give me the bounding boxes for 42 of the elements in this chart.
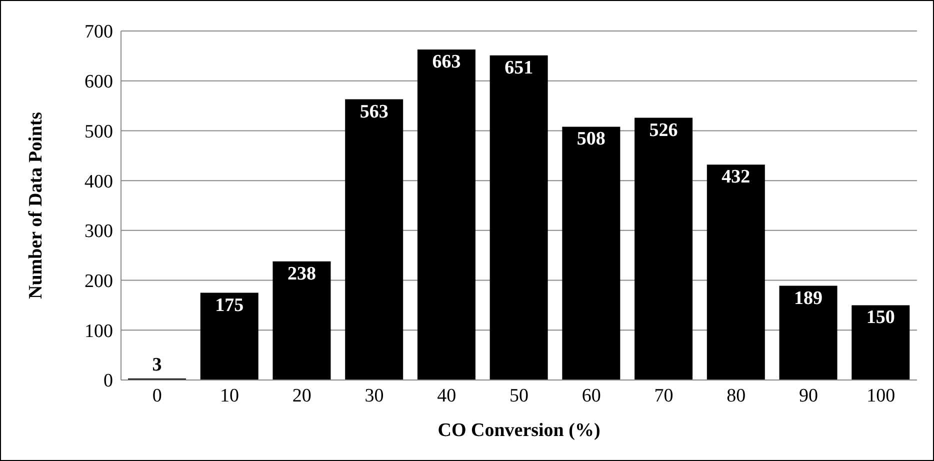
data-label: 3 (152, 354, 162, 376)
bar (634, 118, 693, 380)
bar (417, 49, 476, 380)
data-label: 238 (287, 263, 316, 284)
bar (272, 261, 331, 380)
bar (490, 55, 548, 380)
x-tick-label: 20 (292, 385, 312, 406)
data-label: 651 (504, 57, 534, 78)
y-tick-label: 200 (84, 271, 113, 292)
data-label: 663 (432, 51, 461, 72)
data-label: 432 (722, 166, 750, 188)
x-tick-label: 90 (798, 385, 818, 406)
x-tick-label: 30 (364, 385, 384, 406)
x-tick-label: 10 (220, 385, 240, 406)
bar (852, 305, 910, 380)
x-tick-label: 80 (726, 385, 746, 406)
x-tick-label: 60 (582, 385, 601, 406)
bar (200, 292, 258, 380)
data-label: 563 (360, 101, 388, 122)
y-axis-title: Number of Data Points (26, 112, 47, 300)
data-label: 189 (794, 288, 823, 309)
x-tick-label: 40 (437, 385, 456, 406)
x-tick-label: 0 (152, 385, 162, 406)
y-tick-label: 600 (84, 72, 113, 93)
bar (345, 99, 404, 380)
y-tick-label: 100 (84, 320, 113, 342)
x-tick-label: 70 (654, 385, 674, 406)
x-tick-label: 100 (866, 385, 896, 406)
y-tick-label: 0 (104, 370, 113, 392)
y-tick-label: 500 (84, 121, 113, 142)
x-axis-title: CO Conversion (%) (438, 420, 600, 441)
data-label: 508 (576, 128, 606, 150)
bar (562, 126, 620, 380)
bar (779, 286, 838, 380)
bar (706, 164, 765, 380)
data-label: 526 (649, 120, 678, 141)
data-label: 150 (866, 307, 895, 328)
y-tick-label: 700 (84, 22, 113, 43)
x-tick-label: 50 (510, 385, 528, 406)
y-tick-label: 300 (84, 221, 113, 242)
y-tick-label: 400 (84, 171, 113, 192)
data-label: 175 (215, 294, 244, 316)
